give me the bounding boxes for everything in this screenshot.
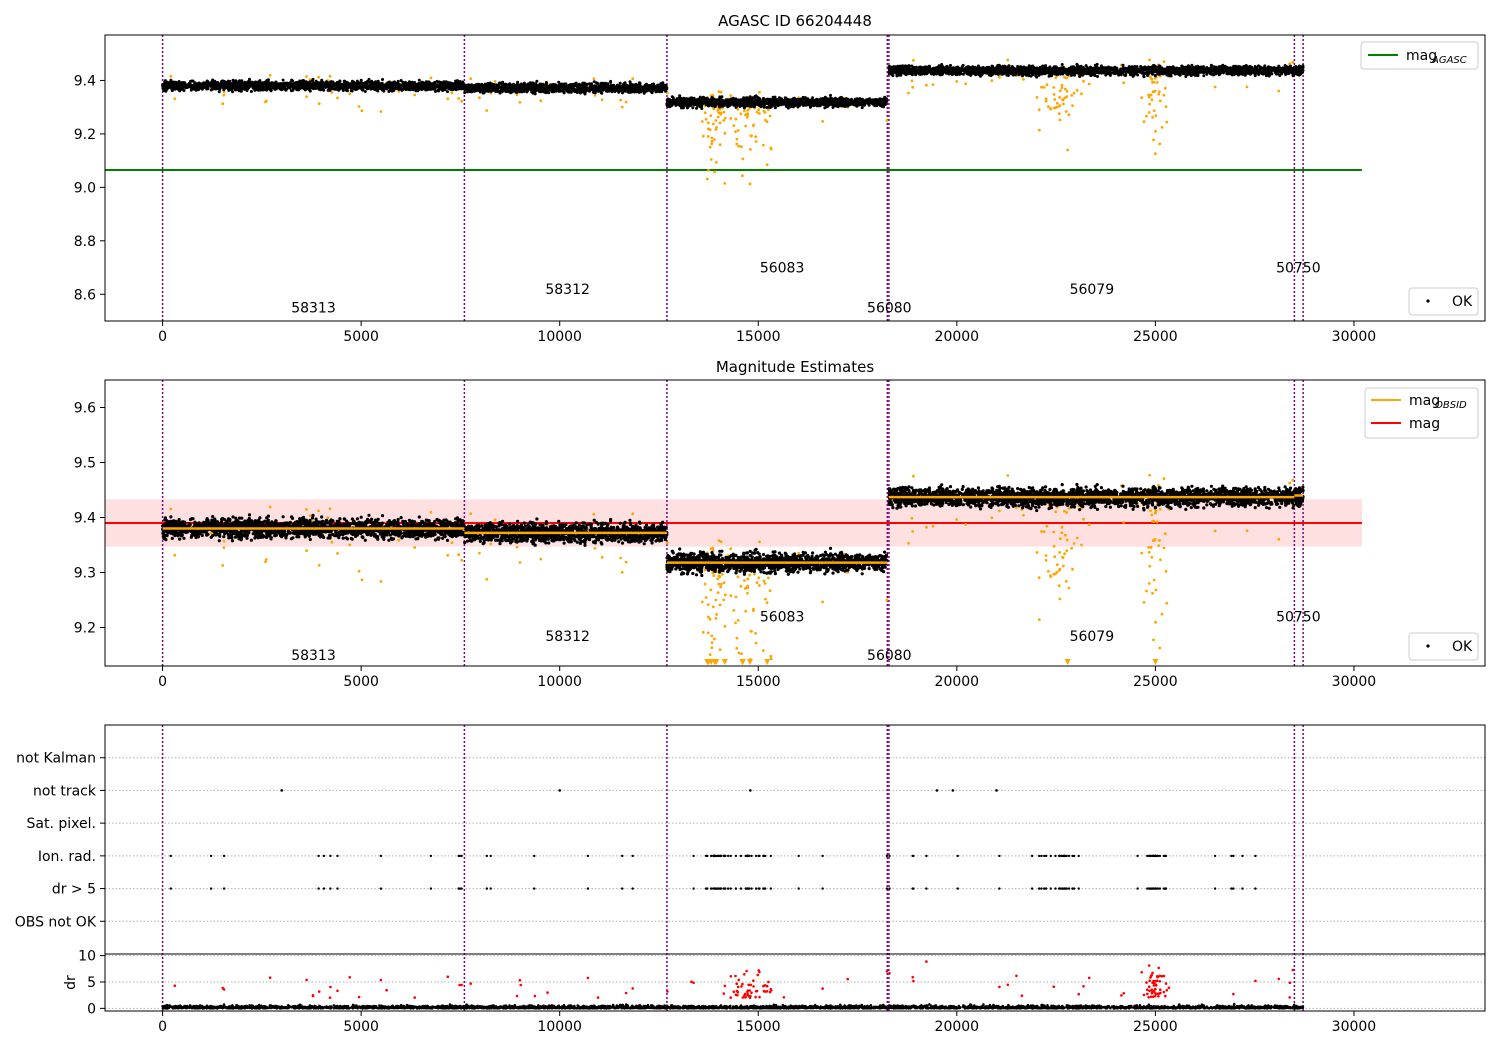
panel2-frame [104, 379, 1486, 667]
panel3-x-tick-label: 0 [158, 1019, 167, 1035]
flag-row-label: not track [33, 783, 97, 799]
panel1-frame [104, 34, 1486, 322]
mag-obsid-legend-subscript: OBSID [1435, 400, 1467, 411]
obsid-label: 56080 [867, 301, 912, 317]
panel2-legend: mag OBSID mag [1364, 387, 1479, 439]
obsid-label: 50750 [1276, 610, 1321, 626]
panel1-y-tick-label: 9.0 [74, 180, 96, 196]
dr-flagged-points [173, 960, 1295, 999]
panel3-flags-area: not Kalman not track Sat. pixel. Ion. rad. d… [15, 725, 1485, 1035]
obsid-label: 58312 [545, 629, 590, 645]
out-of-range-marker [713, 659, 720, 665]
panel2-plot-area: 58313 58312 56083 56080 56079 50750 0 5000 10000… [74, 380, 1376, 690]
panel3-x-tick-label: 15000 [736, 1019, 781, 1035]
panel1-x-tick-label: 0 [158, 329, 167, 345]
obsid-label: 56083 [760, 610, 805, 626]
panel3-x-tick-label: 20000 [935, 1019, 980, 1035]
panel3-x-tick-label: 30000 [1332, 1019, 1377, 1035]
flag-row-label: OBS not OK [15, 914, 97, 930]
panel3-x-tick-label: 25000 [1133, 1019, 1178, 1035]
outlier-points [169, 473, 1295, 661]
panel2-x-tick-label: 10000 [537, 674, 582, 690]
flag-row-label: dr > 5 [52, 882, 96, 898]
panel2-title: Magnitude Estimates [716, 358, 874, 376]
panel1-x-tick-label: 20000 [935, 329, 980, 345]
mag-agasc-legend-label: mag [1406, 48, 1437, 64]
outlier-points [169, 58, 1295, 186]
ok-points [161, 62, 1305, 111]
out-of-range-marker [1152, 659, 1159, 665]
obsid-label: 58313 [291, 301, 336, 317]
panel1-legend: mag AGASC [1360, 41, 1479, 70]
out-of-range-marker [747, 659, 754, 665]
flag-row-label: not Kalman [16, 751, 96, 767]
mag-agasc-legend-subscript: AGASC [1431, 55, 1467, 66]
obsid-label: 58312 [545, 282, 590, 298]
panel2-ok-legend-box [1408, 632, 1479, 661]
panel3-x-tick-label: 10000 [537, 1019, 582, 1035]
panel1-x-tick-label: 25000 [1133, 329, 1178, 345]
dr-ok-points [161, 1002, 1305, 1010]
panel1-x-tick-label: 10000 [537, 329, 582, 345]
flag-row-label: Ion. rad. [38, 849, 96, 865]
not-track-point [558, 789, 562, 792]
panel2-x-tick-label: 5000 [343, 674, 379, 690]
not-track-point [280, 789, 284, 792]
panel1-y-tick-label: 9.4 [74, 73, 96, 89]
not-track-point [995, 789, 998, 792]
ok-legend-marker [1426, 644, 1430, 648]
obsid-label: 56083 [760, 261, 805, 277]
ok-legend-label: OK [1452, 294, 1473, 310]
panel1-x-tick-label: 15000 [736, 329, 781, 345]
dr-tick-label: 0 [87, 1001, 96, 1017]
obsid-label: 58313 [291, 648, 336, 664]
panel1-ok-legend: OK [1408, 287, 1479, 316]
out-of-range-marker [721, 659, 728, 665]
out-of-range-marker [739, 659, 746, 665]
panel3-frame [104, 724, 1486, 1012]
panel2-y-tick-label: 9.6 [74, 401, 96, 417]
panel1-x-tick-label: 30000 [1332, 329, 1377, 345]
out-of-range-marker [1064, 659, 1071, 665]
obsid-label: 56079 [1070, 629, 1115, 645]
obsid-label: 56080 [867, 648, 912, 664]
panel2-x-tick-label: 20000 [935, 674, 980, 690]
out-of-range-marker [764, 659, 771, 665]
panel2-x-tick-label: 15000 [736, 674, 781, 690]
out-of-range-marker [704, 659, 711, 665]
ok-points [161, 482, 1305, 578]
panel2-y-tick-label: 9.2 [74, 621, 96, 637]
dr-tick-label: 10 [78, 949, 96, 965]
panel1-x-tick-label: 5000 [343, 329, 379, 345]
panel1-legend-box [1360, 41, 1479, 70]
panel1-y-tick-label: 9.2 [74, 127, 96, 143]
panel2-x-tick-label: 0 [158, 674, 167, 690]
panel1-title: AGASC ID 66204448 [718, 12, 872, 30]
panel2-x-tick-label: 30000 [1332, 674, 1377, 690]
not-track-point [951, 789, 955, 792]
panel1-y-tick-label: 8.8 [74, 234, 96, 250]
panel2-y-tick-label: 9.3 [74, 566, 96, 582]
mag-obsid-legend-label: mag [1409, 393, 1440, 409]
panel1-y-tick-label: 8.6 [74, 287, 96, 303]
ok-legend-label: OK [1452, 639, 1473, 655]
panel2-x-tick-label: 25000 [1133, 674, 1178, 690]
panel2-y-tick-label: 9.5 [74, 456, 96, 472]
obsid-label: 50750 [1276, 261, 1321, 277]
dr-tick-label: 5 [87, 975, 96, 991]
not-track-point [749, 789, 752, 792]
mag-legend-label: mag [1409, 416, 1440, 432]
obsid-label: 56079 [1070, 282, 1115, 298]
panel3-x-tick-label: 5000 [343, 1019, 379, 1035]
ok-legend-marker [1426, 299, 1430, 303]
dr-axis-label: dr [63, 975, 79, 990]
not-track-point [935, 789, 939, 792]
panel2-y-tick-label: 9.4 [74, 511, 96, 527]
flag-row-label: Sat. pixel. [27, 816, 96, 832]
panel2-ok-legend: OK [1408, 632, 1479, 661]
panel1-ok-legend-box [1408, 287, 1479, 316]
panel1-plot-area: 58313 58312 56083 56080 56079 50750 0 5000 10000… [74, 35, 1376, 345]
